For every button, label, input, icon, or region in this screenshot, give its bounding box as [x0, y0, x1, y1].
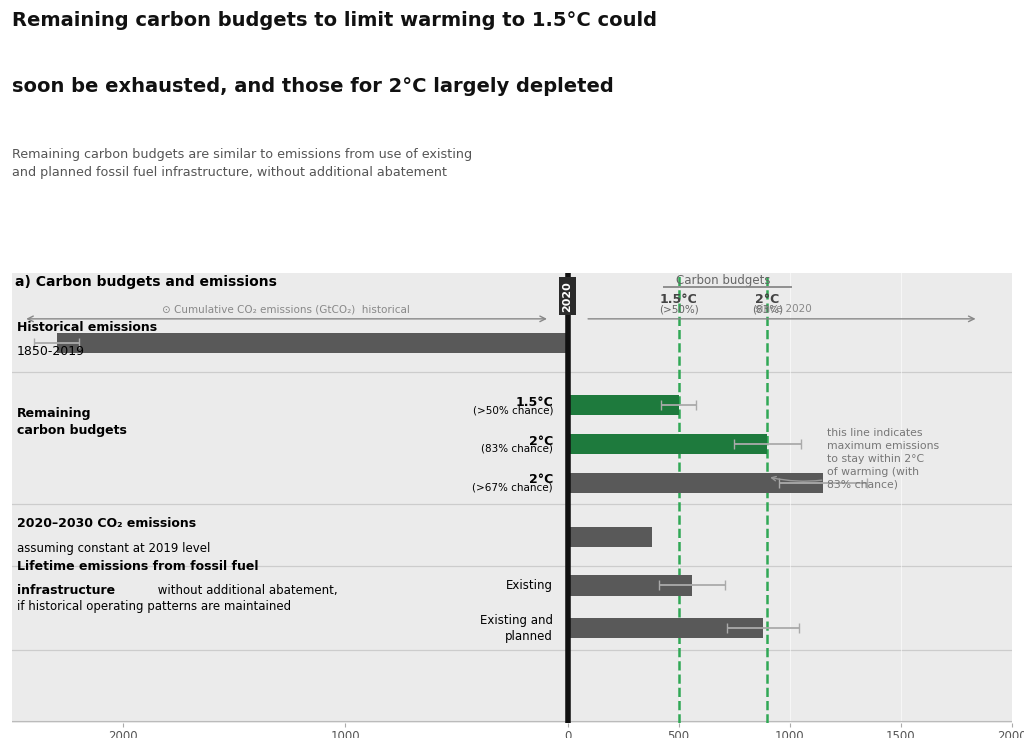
Text: 2°C: 2°C [528, 473, 553, 486]
Text: (>67% chance): (>67% chance) [472, 483, 553, 493]
Text: 2020–2030 CO₂ emissions: 2020–2030 CO₂ emissions [16, 517, 196, 530]
Text: soon be exhausted, and those for 2°C largely depleted: soon be exhausted, and those for 2°C lar… [12, 77, 614, 97]
Text: ⊙ Cumulative CO₂ emissions (GtCO₂)  historical: ⊙ Cumulative CO₂ emissions (GtCO₂) histo… [162, 304, 410, 314]
Text: (>50% chance): (>50% chance) [473, 405, 553, 415]
Text: a) Carbon budgets and emissions: a) Carbon budgets and emissions [14, 275, 276, 289]
Text: (>50%): (>50%) [658, 305, 698, 315]
Text: Lifetime emissions from fossil fuel: Lifetime emissions from fossil fuel [16, 559, 258, 573]
Text: Remaining carbon budgets are similar to emissions from use of existing
and plann: Remaining carbon budgets are similar to … [12, 148, 472, 179]
Text: infrastructure: infrastructure [16, 584, 115, 597]
Bar [56, 333, 567, 353]
Bar [567, 472, 823, 493]
Text: 1850-2019: 1850-2019 [16, 345, 85, 358]
Bar [567, 618, 763, 638]
Text: Existing: Existing [506, 579, 553, 592]
Text: Historical emissions: Historical emissions [16, 321, 157, 334]
Text: Remaining carbon budgets to limit warming to 1.5°C could: Remaining carbon budgets to limit warmin… [12, 11, 657, 30]
Text: 2°C: 2°C [528, 435, 553, 448]
Text: Remaining
carbon budgets: Remaining carbon budgets [16, 407, 127, 438]
Text: Carbon budgets: Carbon budgets [676, 274, 770, 286]
Text: 2020: 2020 [562, 281, 572, 311]
Bar [567, 434, 767, 454]
Text: (83% chance): (83% chance) [481, 444, 553, 454]
Text: assuming constant at 2019 level: assuming constant at 2019 level [16, 542, 210, 555]
Text: 2°C: 2°C [756, 293, 779, 306]
Text: since 2020: since 2020 [755, 304, 811, 314]
Text: (83%): (83%) [752, 305, 783, 315]
Bar [567, 576, 692, 596]
Text: 1.5°C: 1.5°C [659, 293, 697, 306]
Bar [567, 395, 679, 415]
Text: this line indicates
maximum emissions
to stay within 2°C
of warming (with
83% ch: this line indicates maximum emissions to… [772, 428, 939, 489]
Text: Existing and
planned: Existing and planned [480, 614, 553, 643]
Text: without additional abatement,: without additional abatement, [155, 584, 338, 597]
Text: if historical operating patterns are maintained: if historical operating patterns are mai… [16, 600, 291, 613]
Text: 1.5°C: 1.5°C [515, 396, 553, 409]
Bar [567, 527, 652, 547]
